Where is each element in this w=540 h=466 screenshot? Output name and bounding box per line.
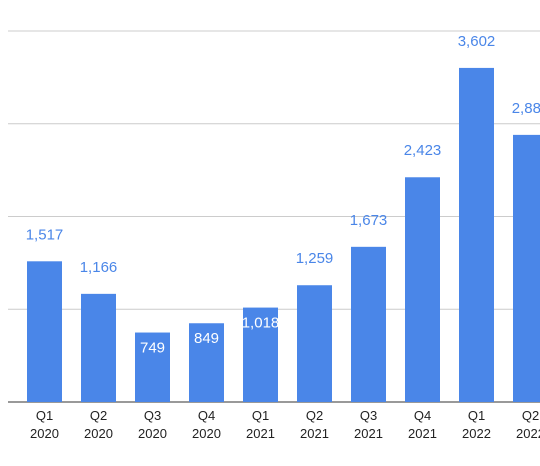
x-tick-label: Q22022 — [516, 408, 540, 441]
value-label: 3,602 — [458, 33, 496, 50]
value-label: 1,517 — [26, 226, 64, 243]
value-label: 849 — [194, 330, 219, 347]
x-tick-label: Q4 2021 — [408, 408, 437, 441]
value-label: 749 — [140, 339, 165, 356]
x-tick-label: Q1 2022 — [462, 408, 491, 441]
bar — [405, 177, 440, 402]
x-tick-label: Q3 2021 — [354, 408, 383, 441]
x-tick-label: Q2 2021 — [300, 408, 329, 441]
x-tick-label: Q2 2020 — [84, 408, 113, 441]
bar — [189, 323, 224, 402]
value-label: 1,259 — [296, 250, 334, 267]
bar — [351, 246, 386, 402]
bar — [243, 307, 278, 402]
bar — [513, 134, 540, 402]
bar — [297, 285, 332, 402]
value-label: 1,018 — [242, 315, 280, 332]
value-label: 1,166 — [80, 259, 118, 276]
value-label: 2,880 — [512, 100, 540, 117]
value-label: 1,673 — [350, 212, 388, 229]
bar — [81, 293, 116, 402]
x-tick-label: Q1 2021 — [246, 408, 275, 441]
x-tick-label: Q1 2020 — [30, 408, 59, 441]
bar — [27, 261, 62, 402]
value-label: 2,423 — [404, 142, 442, 159]
x-tick-label: Q3 2020 — [138, 408, 167, 441]
bar — [135, 332, 170, 402]
x-tick-label: Q4 2020 — [192, 408, 221, 441]
bar — [459, 67, 494, 403]
